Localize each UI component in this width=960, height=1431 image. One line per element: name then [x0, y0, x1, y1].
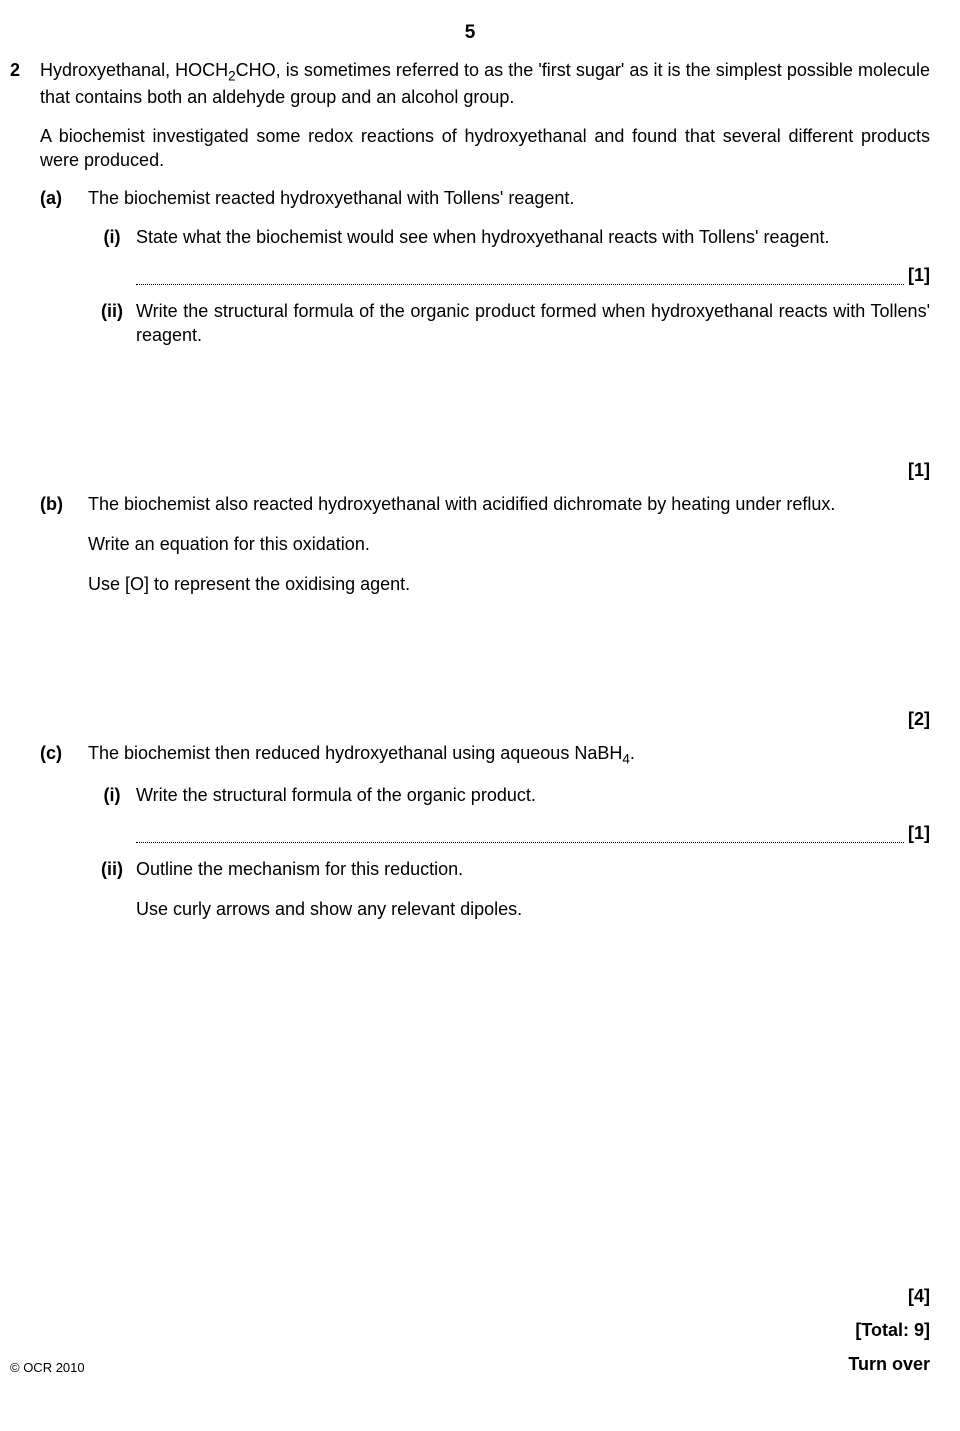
part-c-i-marks: [1]	[904, 821, 930, 845]
footer-turn-over: Turn over	[848, 1352, 930, 1376]
part-b-marks: [2]	[40, 707, 930, 731]
part-c-ii-text-1: Outline the mechanism for this reduction…	[136, 857, 930, 881]
part-a-ii-label: (ii)	[88, 299, 136, 348]
part-b-text-1: The biochemist also reacted hydroxyethan…	[88, 492, 930, 516]
part-b-text-3: Use [O] to represent the oxidising agent…	[88, 572, 930, 596]
answer-line: [1]	[136, 267, 930, 285]
part-c-i-text: Write the structural formula of the orga…	[136, 783, 930, 807]
part-a-i-marks: [1]	[904, 263, 930, 287]
question-intro-2: A biochemist investigated some redox rea…	[40, 124, 930, 173]
part-c-text: The biochemist then reduced hydroxyethan…	[88, 741, 930, 769]
part-a-ii-marks: [1]	[40, 458, 930, 482]
part-a-text: The biochemist reacted hydroxyethanal wi…	[88, 186, 930, 210]
part-b-text-2: Write an equation for this oxidation.	[88, 532, 930, 556]
part-c-ii-text-2: Use curly arrows and show any relevant d…	[136, 897, 930, 921]
footer-copyright: © OCR 2010	[10, 1359, 85, 1377]
answer-line: [1]	[136, 825, 930, 843]
part-c-label: (c)	[40, 741, 88, 769]
page-number: 5	[10, 20, 930, 46]
part-b-label: (b)	[40, 492, 88, 597]
question-total: [Total: 9]	[40, 1318, 930, 1342]
part-a-label: (a)	[40, 186, 88, 210]
part-a-i-label: (i)	[88, 225, 136, 285]
part-c-ii-marks: [4]	[40, 1284, 930, 1308]
part-c-ii-label: (ii)	[88, 857, 136, 922]
question-number: 2	[10, 58, 40, 110]
part-c-i-label: (i)	[88, 783, 136, 843]
question-intro-1: Hydroxyethanal, HOCH2CHO, is sometimes r…	[40, 58, 930, 110]
part-a-ii-text: Write the structural formula of the orga…	[136, 299, 930, 348]
part-a-i-text: State what the biochemist would see when…	[136, 225, 930, 249]
